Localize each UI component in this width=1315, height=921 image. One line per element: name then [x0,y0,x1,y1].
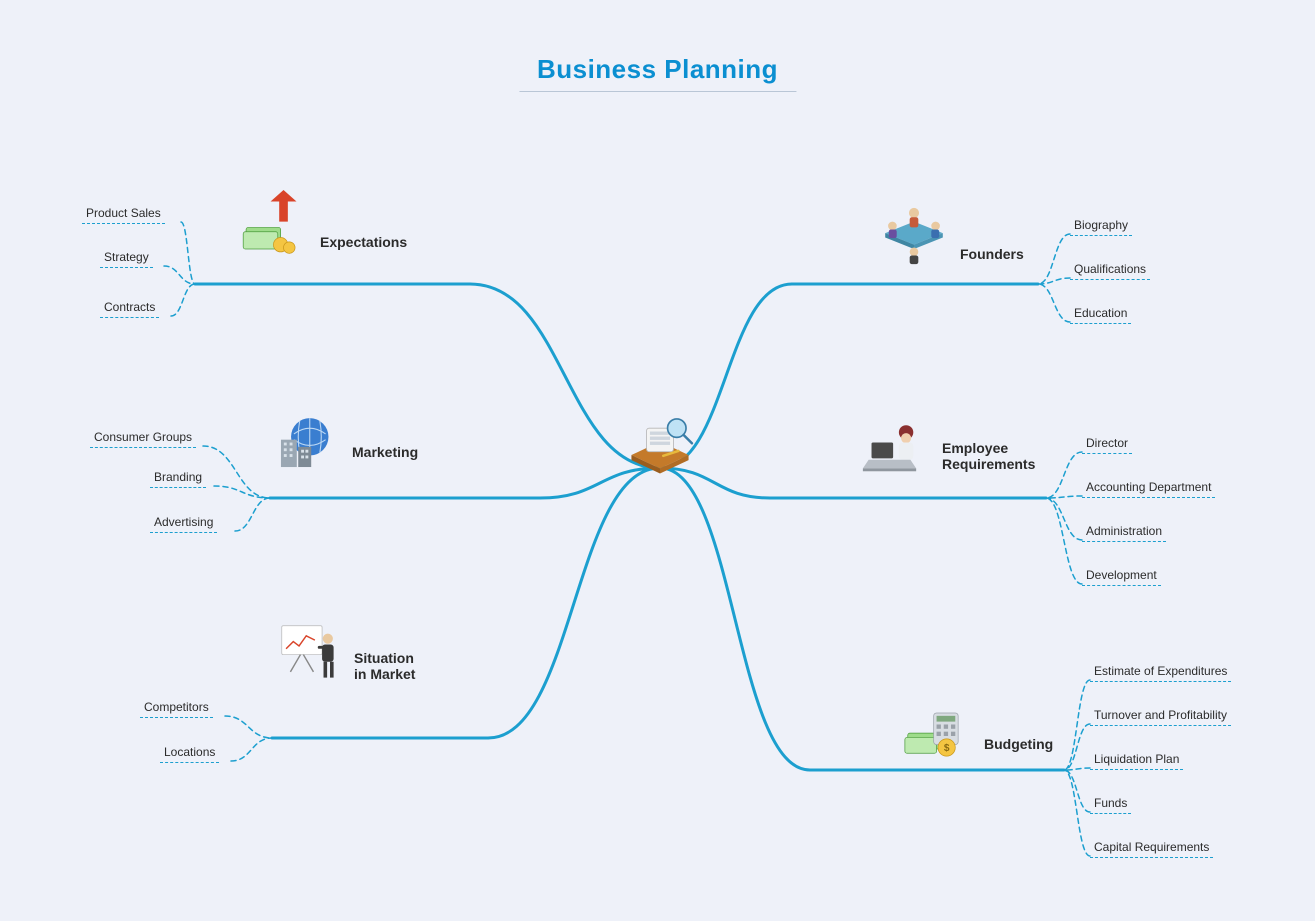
leaf-employee: Director [1082,436,1132,454]
svg-text:$: $ [944,743,950,754]
leaf-budgeting: Capital Requirements [1090,840,1213,858]
leaf-expectations: Contracts [100,300,159,318]
money-arrow-icon [236,190,308,262]
leaf-founders: Education [1070,306,1131,324]
branch-label-budgeting: Budgeting [984,736,1053,752]
leaf-expectations: Product Sales [82,206,165,224]
leaf-employee: Development [1082,568,1161,586]
leaf-employee: Administration [1082,524,1166,542]
globe-building-icon [268,408,340,480]
leaf-founders: Biography [1070,218,1132,236]
leaf-marketing: Advertising [150,515,217,533]
branch-label-founders: Founders [960,246,1024,262]
calculator-money-icon: $ [902,700,974,772]
leaf-expectations: Strategy [100,250,153,268]
diagram-title: Business Planning [519,55,796,92]
leaf-budgeting: Turnover and Profitability [1090,708,1231,726]
branch-label-marketing: Marketing [352,444,418,460]
leaf-marketing: Branding [150,470,206,488]
leaf-marketing: Consumer Groups [90,430,196,448]
leaf-budgeting: Liquidation Plan [1090,752,1183,770]
branch-label-expectations: Expectations [320,234,407,250]
leaf-situation: Locations [160,745,219,763]
leaf-founders: Qualifications [1070,262,1150,280]
leaf-budgeting: Funds [1090,796,1131,814]
laptop-person-icon [860,418,932,490]
branch-label-situation: Situation in Market [354,650,415,682]
branch-label-employee: Employee Requirements [942,440,1035,472]
chart-presenter-icon [276,620,348,692]
meeting-table-icon [878,200,950,272]
central-node-icon [618,408,702,492]
leaf-budgeting: Estimate of Expenditures [1090,664,1231,682]
leaf-situation: Competitors [140,700,213,718]
leaf-employee: Accounting Department [1082,480,1215,498]
